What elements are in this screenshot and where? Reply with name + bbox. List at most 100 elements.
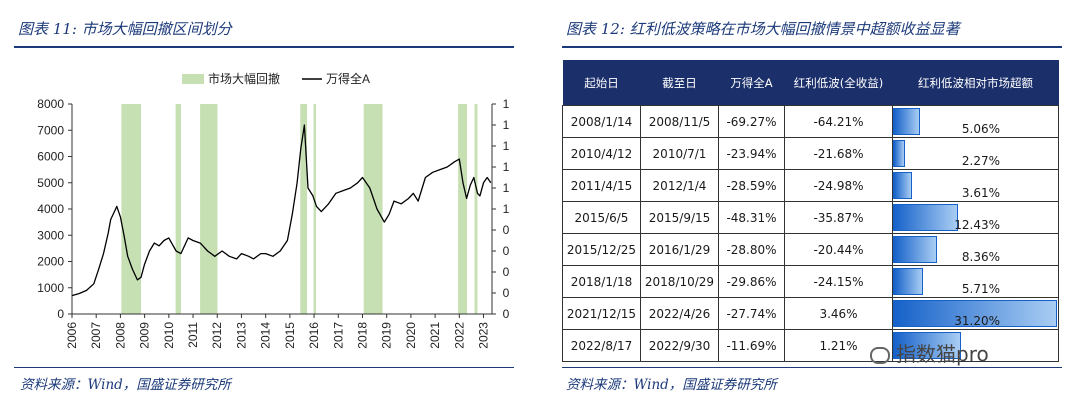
cell-end-date: 2008/11/5 (640, 105, 719, 138)
excess-value-label: 12.43% (954, 218, 1000, 232)
y-tick-label: 8000 (37, 97, 64, 111)
x-tick-label: 2014 (259, 322, 273, 349)
y2-tick-label: 1 (503, 139, 510, 153)
cell-start-date: 2022/8/17 (562, 329, 641, 362)
cell-dividend-lowvol: -21.68% (784, 137, 893, 170)
left-source-note: 资料来源：Wind，国盛证券研究所 (20, 377, 231, 393)
excess-bar (893, 140, 905, 167)
excess-bar (893, 204, 959, 231)
x-tick-label: 2019 (380, 322, 394, 349)
x-tick-label: 2023 (477, 322, 491, 349)
y2-tick-label: 1 (503, 118, 510, 132)
drawdown-shade (300, 104, 308, 314)
cell-excess-return: 8.36% (892, 233, 1059, 266)
x-tick-label: 2018 (355, 322, 369, 349)
excess-bar (893, 236, 937, 263)
cell-end-date: 2015/9/15 (640, 201, 719, 234)
excess-bar (893, 172, 912, 199)
y-tick-label: 7000 (37, 123, 64, 137)
y2-tick-label: 0 (503, 244, 510, 258)
y2-tick-label: 1 (503, 181, 510, 195)
cell-start-date: 2015/12/25 (562, 233, 641, 266)
cell-dividend-lowvol: -24.15% (784, 265, 893, 298)
cell-wind-a: -48.31% (718, 201, 785, 234)
table-row: 2018/1/18 2018/10/29 -29.86% -24.15% 5.71% (562, 265, 1059, 298)
excess-bar (893, 300, 1057, 327)
right-bottom-rule (562, 367, 1062, 368)
wechat-icon (870, 347, 890, 364)
cell-start-date: 2021/12/15 (562, 297, 641, 330)
y-tick-label: 1000 (37, 281, 64, 295)
right-title-rule (562, 46, 1062, 48)
cell-excess-return: 2.27% (892, 137, 1059, 170)
cell-wind-a: -29.86% (718, 265, 785, 298)
y2-tick-label: 1 (503, 97, 510, 111)
cell-wind-a: -23.94% (718, 137, 785, 170)
excess-bar (893, 108, 920, 135)
cell-excess-return (892, 329, 1059, 362)
cell-excess-return: 5.06% (892, 105, 1059, 138)
cell-start-date: 2018/1/18 (562, 265, 641, 298)
cell-dividend-lowvol: -64.21% (784, 105, 893, 138)
cell-wind-a: -28.59% (718, 169, 785, 202)
y-tick-label: 0 (57, 307, 64, 321)
header-excess-return: 红利低波相对市场超额 (892, 60, 1059, 106)
excess-value-label: 8.36% (961, 250, 1000, 264)
x-tick-label: 2007 (89, 322, 103, 349)
drawdown-shade (121, 104, 141, 314)
excess-bar (893, 268, 923, 295)
cell-excess-return: 5.71% (892, 265, 1059, 298)
table-row: 2021/12/15 2022/4/26 -27.74% 3.46% 31.20% (562, 297, 1059, 330)
cell-start-date: 2011/4/15 (562, 169, 641, 202)
drawdown-shade (175, 104, 181, 314)
y2-tick-label: 0 (503, 286, 510, 300)
x-tick-label: 2021 (428, 322, 442, 349)
x-tick-label: 2010 (162, 322, 176, 349)
header-dividend-lowvol: 红利低波(全收益) (784, 60, 893, 106)
header-start-date: 起始日 (562, 60, 641, 106)
left-title-rule (14, 46, 514, 48)
cell-end-date: 2022/9/30 (640, 329, 719, 362)
y2-tick-label: 0 (503, 223, 510, 237)
x-tick-label: 2020 (404, 322, 418, 349)
cell-dividend-lowvol: -20.44% (784, 233, 893, 266)
y2-tick-label: 0 (503, 307, 510, 321)
excess-value-label: 3.61% (961, 186, 1000, 200)
legend-line-label: 万得全A (326, 71, 370, 86)
x-tick-label: 2016 (307, 322, 321, 349)
cell-start-date: 2010/4/12 (562, 137, 641, 170)
watermark: 指数猫pro (870, 338, 989, 367)
excess-return-table: 起始日 截至日 万得全A 红利低波(全收益) 红利低波相对市场超额 2008/1… (562, 60, 1059, 362)
header-end-date: 截至日 (640, 60, 719, 106)
y-tick-label: 3000 (37, 228, 64, 242)
excess-value-label: 2.27% (961, 154, 1000, 168)
cell-wind-a: -69.27% (718, 105, 785, 138)
drawdown-shade (313, 104, 317, 314)
cell-end-date: 2012/1/4 (640, 169, 719, 202)
cell-wind-a: -11.69% (718, 329, 785, 362)
excess-value-label: 5.71% (961, 282, 1000, 296)
x-tick-label: 2022 (452, 322, 466, 349)
legend-shade-swatch (182, 74, 204, 84)
y-tick-label: 4000 (37, 202, 64, 216)
header-wind-a: 万得全A (718, 60, 785, 106)
cell-excess-return: 12.43% (892, 201, 1059, 234)
x-tick-label: 2017 (331, 322, 345, 349)
cell-end-date: 2018/10/29 (640, 265, 719, 298)
drawdown-shade (458, 104, 468, 314)
legend-shade-label: 市场大幅回撤 (208, 71, 280, 86)
cell-dividend-lowvol: -24.98% (784, 169, 893, 202)
left-figure-title: 图表 11: 市场大幅回撤区间划分 (18, 20, 232, 38)
series-line-wind-a (71, 124, 492, 297)
cell-wind-a: -27.74% (718, 297, 785, 330)
watermark-text: 指数猫pro (896, 342, 989, 366)
x-tick-label: 2015 (283, 322, 297, 349)
excess-value-label: 5.06% (961, 122, 1000, 136)
drawdown-shade (200, 104, 218, 314)
x-tick-label: 2013 (234, 322, 248, 349)
cell-excess-return: 31.20% (892, 297, 1059, 330)
right-source-note: 资料来源：Wind，国盛证券研究所 (566, 377, 777, 393)
drawdown-shade (363, 104, 383, 314)
excess-bar (893, 332, 961, 359)
table-header-row: 起始日 截至日 万得全A 红利低波(全收益) 红利低波相对市场超额 (562, 60, 1059, 106)
